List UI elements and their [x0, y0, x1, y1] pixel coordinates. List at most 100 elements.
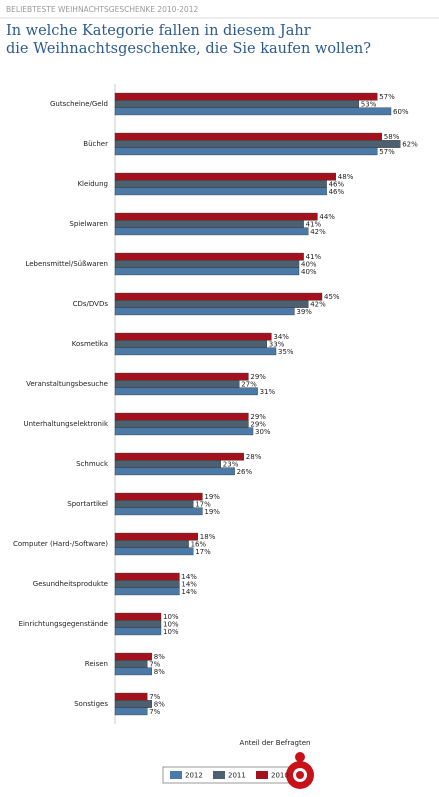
value-label: 26% [237, 468, 253, 476]
category-label: Unterhaltungselektronik [23, 420, 108, 428]
bar [114, 347, 277, 356]
category-label: Schmuck [76, 460, 109, 468]
category-label: Kosmetika [72, 340, 108, 348]
category-label: Sportartikel [67, 500, 108, 508]
bar [114, 492, 203, 501]
bar [114, 467, 235, 476]
value-label: 53% [361, 101, 377, 109]
bar [114, 547, 194, 556]
bar [114, 252, 304, 261]
value-label: 35% [278, 348, 294, 356]
category-label: Veranstaltungsbesuche [26, 380, 108, 388]
value-label: 46% [329, 181, 345, 189]
value-label: 7% [149, 661, 160, 669]
bar [114, 267, 300, 276]
value-label: 28% [246, 453, 262, 461]
bar [114, 427, 254, 436]
value-label: 30% [255, 428, 271, 436]
bar [114, 667, 152, 676]
legend-label: 2012 [185, 772, 203, 780]
bar [114, 187, 327, 196]
bar [114, 652, 152, 661]
legend-label: 2010 [271, 772, 289, 780]
value-label: 7% [149, 708, 160, 716]
value-label: 7% [149, 693, 160, 701]
bar [114, 340, 268, 348]
x-axis-label: Anteil der Befragten [240, 739, 311, 747]
value-label: 10% [163, 628, 179, 636]
bar [114, 260, 300, 268]
bar [114, 627, 162, 636]
bar [114, 580, 180, 588]
bar [114, 412, 249, 421]
bar [114, 587, 180, 596]
bar [114, 132, 382, 141]
category-label: CDs/DVDs [73, 300, 109, 308]
value-label: 19% [204, 493, 220, 501]
bar [114, 692, 148, 701]
category-label: Bücher [83, 140, 108, 148]
value-label: 46% [329, 188, 345, 196]
header: BELIEBTESTE WEIHNACHTSGESCHENKE 2010-201… [6, 5, 198, 14]
category-label: Computer (Hard-/Software) [13, 540, 108, 548]
value-label: 42% [310, 228, 326, 236]
legend-swatch [170, 771, 182, 779]
category-label: Reisen [85, 660, 108, 668]
bar [114, 307, 295, 316]
logo [286, 752, 314, 789]
bar [114, 180, 327, 188]
bar [114, 332, 272, 341]
category-label: Kleidung [77, 180, 108, 188]
value-label: 58% [384, 133, 400, 141]
bar [114, 420, 249, 428]
value-label: 39% [296, 308, 312, 316]
legend-label: 2011 [228, 772, 246, 780]
value-label: 8% [154, 701, 165, 709]
bar [114, 507, 203, 516]
bar [114, 92, 378, 101]
legend-swatch [256, 771, 268, 779]
value-label: 57% [379, 93, 395, 101]
category-label: Lebensmittel/Süßwaren [25, 260, 108, 268]
value-label: 14% [181, 573, 197, 581]
bar [114, 172, 337, 181]
value-label: 40% [301, 268, 317, 276]
value-label: 44% [319, 213, 335, 221]
value-label: 62% [402, 141, 418, 149]
value-label: 42% [310, 301, 326, 309]
value-label: 48% [338, 173, 354, 181]
value-label: 57% [379, 148, 395, 156]
value-label: 14% [181, 581, 197, 589]
legend-swatch [213, 771, 225, 779]
bar [114, 707, 148, 716]
bar [114, 460, 222, 468]
bar [114, 140, 401, 148]
value-label: 8% [154, 668, 165, 676]
value-label: 17% [195, 548, 211, 556]
bar [114, 300, 309, 308]
category-label: Gutscheine/Geld [50, 100, 108, 108]
bar [114, 387, 258, 396]
value-label: 41% [306, 221, 322, 229]
bar [114, 227, 309, 236]
value-label: 60% [393, 108, 409, 116]
value-label: 45% [324, 293, 340, 301]
value-label: 8% [154, 653, 165, 661]
value-label: 27% [241, 381, 257, 389]
value-label: 29% [250, 413, 266, 421]
bar [114, 620, 162, 628]
value-label: 17% [195, 501, 211, 509]
bar [114, 100, 360, 108]
bar [114, 107, 392, 116]
value-label: 16% [191, 541, 207, 549]
value-label: 23% [223, 461, 239, 469]
bar [114, 220, 304, 228]
bar [114, 500, 194, 508]
value-label: 19% [204, 508, 220, 516]
value-label: 29% [250, 421, 266, 429]
value-label: 33% [269, 341, 285, 349]
bar [114, 572, 180, 581]
category-label: Sonstiges [74, 700, 108, 708]
value-label: 34% [273, 333, 289, 341]
bar [114, 292, 323, 301]
